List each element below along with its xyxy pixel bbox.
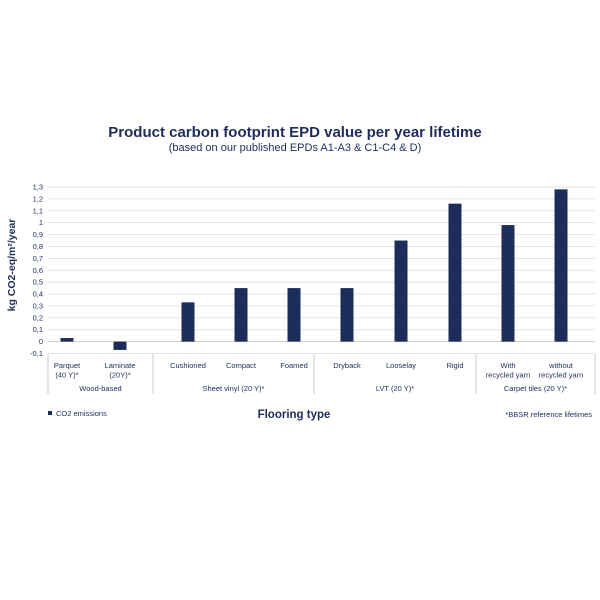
bar [394,240,408,342]
bar [287,288,301,342]
y-tick-label: 1,3 [33,183,43,192]
y-tick-label: 1,1 [33,206,43,215]
x-category-label: recycled yarn [486,371,531,380]
x-category-label: Foamed [280,361,308,370]
y-tick-label: 0,3 [33,301,43,310]
bar [554,189,568,342]
y-tick-label: 0,5 [33,278,43,287]
y-tick-label: 0,9 [33,230,43,239]
x-axis-label: Flooring type [258,409,331,421]
x-category-label: Laminate [105,361,136,370]
y-tick-label: -0,1 [30,349,43,358]
y-tick-label: 0,1 [33,325,43,334]
x-group-label: Carpet tiles (20 Y)* [504,384,567,393]
x-category-label: Compact [226,361,257,370]
x-category-label: Parquet [54,361,81,370]
footnote: *BBSR reference lifetimes [505,410,592,419]
legend-label: CO2 emissions [56,409,107,418]
bar [234,288,248,342]
y-tick-label: 0,7 [33,254,43,263]
bar [340,288,354,342]
x-category-label: With [501,361,516,370]
bar [113,341,127,350]
x-category-label: Rigid [446,361,463,370]
bar [448,203,462,342]
y-tick-label: 0,2 [33,313,43,322]
chart-title: Product carbon footprint EPD value per y… [108,124,481,141]
x-category-label: without [548,361,574,370]
y-tick-label: 0 [39,337,43,346]
x-category-label: recycled yarn [539,371,584,380]
y-axis-label: kg CO2-eq/m²/year [6,219,18,312]
bar [60,338,74,342]
x-category-label: Cushioned [170,361,206,370]
x-category-label: (40 Y)* [55,371,78,380]
x-category-label: (20Y)* [109,371,130,380]
x-category-label: Dryback [333,361,361,370]
x-group-label: LVT (20 Y)* [376,384,414,393]
bar [181,302,195,342]
x-group-label: Sheet vinyl (20 Y)* [203,384,265,393]
bar [501,225,515,342]
plot-area: -0,1 0 0,1 0,2 0,3 0,4 0,5 0,6 0,7 0,8 0,9 1 1,1 1,2 1… [30,183,596,394]
legend-swatch [48,411,52,415]
y-tick-label: 1,2 [33,194,43,203]
chart-subtitle: (based on our published EPDs A1-A3 & C1-… [169,142,422,154]
y-tick-label: 1 [39,218,43,227]
x-group-label: Wood-based [79,384,121,393]
y-tick-label: 0,6 [33,266,43,275]
y-tick-label: 0,4 [33,290,43,299]
x-category-label: Looselay [386,361,416,370]
y-tick-label: 0,8 [33,242,43,251]
